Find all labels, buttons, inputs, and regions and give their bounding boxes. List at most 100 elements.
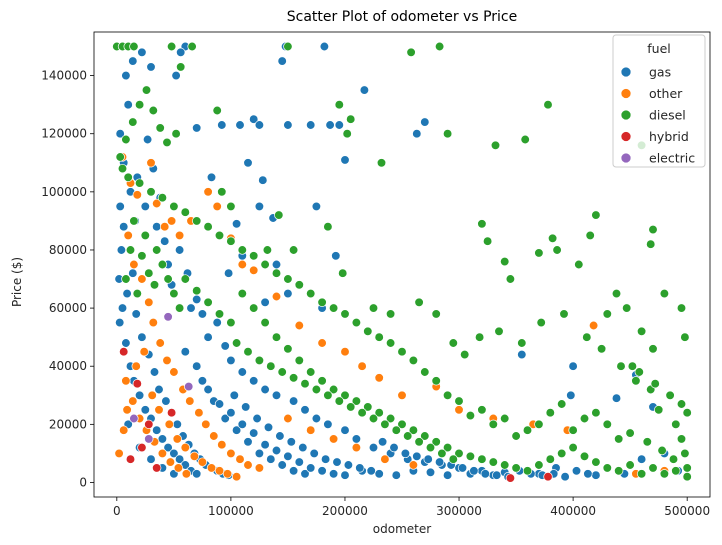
scatter-point-diesel (474, 332, 485, 342)
scatter-point-diesel (328, 384, 339, 395)
scatter-point-diesel (134, 100, 145, 110)
scatter-point-diesel (488, 419, 498, 429)
scatter-point-diesel (121, 274, 131, 284)
scatter-point-diesel (648, 224, 658, 235)
scatter-point-diesel (602, 309, 612, 319)
scatter-point-diesel (357, 408, 367, 418)
scatter-point-other (169, 367, 179, 377)
scatter-point-gas (146, 454, 156, 464)
scatter-point-diesel (128, 117, 138, 127)
scatter-point-other (226, 448, 236, 459)
scatter-point-gas (123, 100, 133, 110)
scatter-point-gas (591, 470, 601, 480)
scatter-point-diesel (300, 379, 310, 389)
scatter-point-gas (423, 454, 433, 464)
scatter-point-gas (229, 390, 239, 400)
y-tick-label: 100000 (41, 185, 87, 199)
scatter-point-gas (249, 114, 259, 124)
scatter-point-diesel (117, 163, 128, 174)
scatter-point-diesel (132, 288, 142, 299)
scatter-point-other (137, 274, 147, 284)
scatter-point-gas (217, 120, 227, 130)
scatter-point-diesel (406, 47, 416, 57)
scatter-point-gas (340, 425, 350, 435)
scatter-point-diesel (557, 399, 567, 409)
scatter-point-diesel (611, 288, 622, 299)
scatter-point-diesel (408, 355, 419, 366)
scatter-point-gas (298, 442, 308, 453)
scatter-point-diesel (166, 41, 177, 52)
scatter-point-diesel (129, 216, 139, 226)
scatter-point-diesel (500, 413, 510, 424)
scatter-point-gas (288, 396, 299, 406)
scatter-point-diesel (616, 361, 626, 371)
scatter-point-other (214, 466, 225, 476)
scatter-point-gas (389, 442, 399, 453)
scatter-point-diesel (477, 454, 487, 464)
scatter-point-gas (206, 172, 217, 182)
scatter-point-diesel (134, 178, 145, 188)
scatter-point-other (114, 448, 124, 459)
scatter-point-diesel (363, 326, 373, 336)
scatter-point-diesel (169, 288, 179, 299)
scatter-point-diesel (351, 396, 362, 406)
scatter-point-diesel (631, 376, 641, 386)
scatter-point-gas (117, 303, 128, 313)
x-tick-label: 500000 (664, 504, 710, 518)
scatter-point-other (317, 338, 327, 348)
scatter-point-gas (320, 454, 331, 464)
scatter-point-gas (343, 460, 354, 470)
scatter-point-gas (263, 422, 274, 432)
scatter-point-diesel (682, 472, 692, 482)
scatter-point-diesel (520, 134, 530, 145)
y-tick-label: 0 (79, 475, 87, 489)
scatter-point-diesel (317, 297, 327, 307)
scatter-point-hybrid (543, 472, 553, 482)
scatter-point-gas (149, 367, 160, 377)
scatter-point-diesel (552, 245, 562, 255)
legend-title: fuel (647, 41, 671, 56)
scatter-point-gas (420, 117, 430, 127)
scatter-point-gas (306, 120, 316, 130)
legend-box (612, 34, 706, 168)
scatter-point-other (283, 413, 293, 424)
scatter-point-gas (568, 361, 578, 371)
scatter-point-gas (332, 457, 342, 467)
legend-marker-electric (620, 152, 632, 164)
scatter-point-diesel (323, 390, 333, 400)
scatter-point-gas (223, 268, 234, 278)
scatter-point-diesel (323, 222, 333, 232)
scatter-point-other (119, 425, 129, 435)
scatter-point-gas (325, 120, 335, 130)
scatter-point-gas (355, 463, 365, 473)
scatter-point-diesel (414, 437, 424, 447)
scatter-point-other (408, 460, 419, 470)
scatter-point-diesel (596, 344, 607, 354)
scatter-point-gas (457, 463, 468, 473)
scatter-point-gas (154, 384, 164, 395)
scatter-point-gas (243, 437, 253, 447)
scatter-point-diesel (338, 268, 348, 278)
scatter-point-gas (492, 470, 502, 480)
legend-marker-hybrid (620, 131, 632, 142)
chart-title: Scatter Plot of odometer vs Price (287, 9, 518, 25)
scatter-point-hybrid (119, 347, 129, 357)
x-tick-label: 0 (113, 504, 121, 518)
scatter-point-diesel (385, 309, 396, 319)
scatter-point-diesel (636, 469, 647, 479)
legend-label-diesel: diesel (649, 108, 686, 123)
scatter-point-gas (277, 460, 287, 470)
scatter-point-gas (180, 347, 190, 357)
scatter-point-diesel (654, 405, 664, 415)
scatter-point-other (340, 347, 350, 357)
scatter-point-hybrid (166, 408, 177, 418)
scatter-point-gas (140, 405, 150, 415)
scatter-point-diesel (277, 367, 287, 377)
scatter-point-diesel (283, 41, 293, 52)
scatter-point-diesel (403, 431, 413, 441)
scatter-point-gas (186, 303, 196, 313)
scatter-point-gas (271, 390, 282, 400)
scatter-point-diesel (431, 309, 441, 319)
scatter-point-gas (377, 437, 388, 447)
